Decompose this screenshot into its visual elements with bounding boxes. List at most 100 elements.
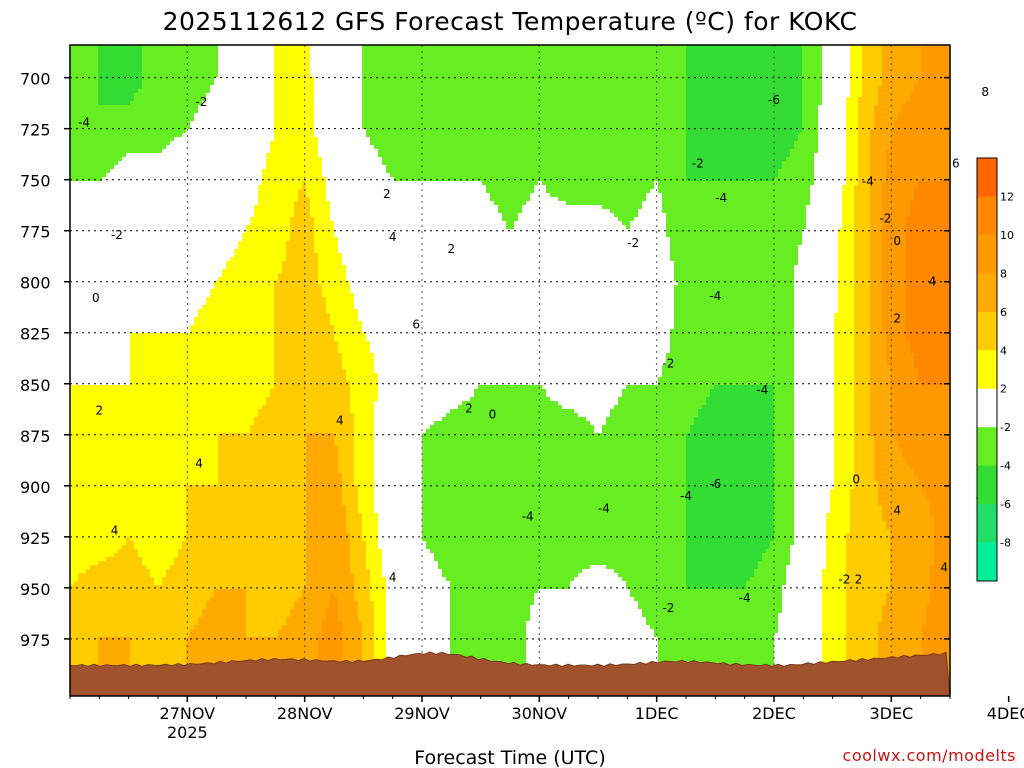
- temperature-cell: [778, 61, 783, 66]
- temperature-cell: [290, 69, 295, 74]
- temperature-cell: [190, 53, 195, 58]
- temperature-cell: [734, 101, 739, 106]
- temperature-cell: [134, 89, 139, 94]
- temperature-cell: [170, 109, 175, 114]
- temperature-cell: [866, 57, 871, 62]
- temperature-cell: [778, 89, 783, 94]
- temperature-cell: [378, 113, 383, 118]
- temperature-cell: [578, 53, 583, 58]
- temperature-cell: [334, 89, 339, 94]
- temperature-cell: [754, 117, 759, 122]
- temperature-cell: [410, 105, 415, 110]
- temperature-cell: [334, 117, 339, 122]
- temperature-cell: [602, 133, 607, 138]
- temperature-cell: [586, 133, 591, 138]
- temperature-cell: [814, 61, 819, 66]
- temperature-cell: [674, 117, 679, 122]
- temperature-cell: [938, 113, 943, 118]
- temperature-cell: [510, 117, 515, 122]
- temperature-cell: [506, 97, 511, 102]
- temperature-cell: [258, 105, 263, 110]
- temperature-cell: [802, 73, 807, 78]
- temperature-cell: [410, 65, 415, 70]
- temperature-cell: [438, 69, 443, 74]
- temperature-cell: [746, 129, 751, 134]
- temperature-cell: [326, 113, 331, 118]
- temperature-cell: [82, 133, 87, 138]
- temperature-cell: [338, 93, 343, 98]
- temperature-cell: [538, 45, 543, 50]
- temperature-cell: [582, 97, 587, 102]
- temperature-cell: [298, 117, 303, 122]
- temperature-cell: [534, 61, 539, 66]
- temperature-cell: [614, 133, 619, 138]
- temperature-cell: [290, 105, 295, 110]
- temperature-cell: [906, 69, 911, 74]
- temperature-cell: [902, 61, 907, 66]
- temperature-cell: [478, 61, 483, 66]
- temperature-cell: [818, 93, 823, 98]
- temperature-cell: [382, 125, 387, 130]
- temperature-cell: [94, 85, 99, 90]
- temperature-cell: [458, 61, 463, 66]
- temperature-cell: [230, 57, 235, 62]
- temperature-cell: [666, 49, 671, 54]
- temperature-cell: [462, 125, 467, 130]
- temperature-cell: [146, 117, 151, 122]
- temperature-cell: [694, 97, 699, 102]
- temperature-cell: [830, 45, 835, 50]
- temperature-cell: [342, 101, 347, 106]
- temperature-cell: [774, 109, 779, 114]
- temperature-cell: [802, 89, 807, 94]
- temperature-cell: [430, 73, 435, 78]
- temperature-cell: [310, 93, 315, 98]
- temperature-cell: [466, 101, 471, 106]
- temperature-cell: [266, 77, 271, 82]
- temperature-cell: [378, 105, 383, 110]
- temperature-cell: [170, 125, 175, 130]
- temperature-cell: [414, 53, 419, 58]
- temperature-cell: [826, 97, 831, 102]
- temperature-cell: [450, 89, 455, 94]
- temperature-cell: [946, 81, 950, 86]
- temperature-cell: [518, 81, 523, 86]
- temperature-cell: [566, 57, 571, 62]
- temperature-cell: [150, 73, 155, 78]
- temperature-cell: [434, 73, 439, 78]
- temperature-cell: [294, 129, 299, 134]
- temperature-cell: [226, 69, 231, 74]
- temperature-cell: [730, 81, 735, 86]
- temperature-cell: [606, 93, 611, 98]
- temperature-cell: [686, 53, 691, 58]
- temperature-cell: [834, 101, 839, 106]
- temperature-cell: [818, 97, 823, 102]
- temperature-cell: [862, 49, 867, 54]
- temperature-cell: [566, 45, 571, 50]
- temperature-cell: [618, 109, 623, 114]
- temperature-cell: [882, 49, 887, 54]
- temperature-cell: [306, 101, 311, 106]
- temperature-cell: [578, 133, 583, 138]
- temperature-cell: [622, 89, 627, 94]
- temperature-cell: [650, 89, 655, 94]
- temperature-cell: [210, 81, 215, 86]
- temperature-cell: [734, 113, 739, 118]
- temperature-cell: [170, 117, 175, 122]
- temperature-cell: [590, 61, 595, 66]
- temperature-cell: [806, 73, 811, 78]
- temperature-cell: [782, 77, 787, 82]
- temperature-cell: [414, 121, 419, 126]
- temperature-cell: [754, 45, 759, 50]
- temperature-cell: [298, 105, 303, 110]
- temperature-cell: [358, 125, 363, 130]
- temperature-cell: [570, 45, 575, 50]
- temperature-cell: [370, 105, 375, 110]
- temperature-cell: [274, 45, 279, 50]
- temperature-cell: [254, 77, 259, 82]
- temperature-cell: [762, 73, 767, 78]
- temperature-cell: [722, 117, 727, 122]
- temperature-cell: [462, 97, 467, 102]
- temperature-cell: [586, 109, 591, 114]
- temperature-cell: [890, 53, 895, 58]
- temperature-cell: [178, 73, 183, 78]
